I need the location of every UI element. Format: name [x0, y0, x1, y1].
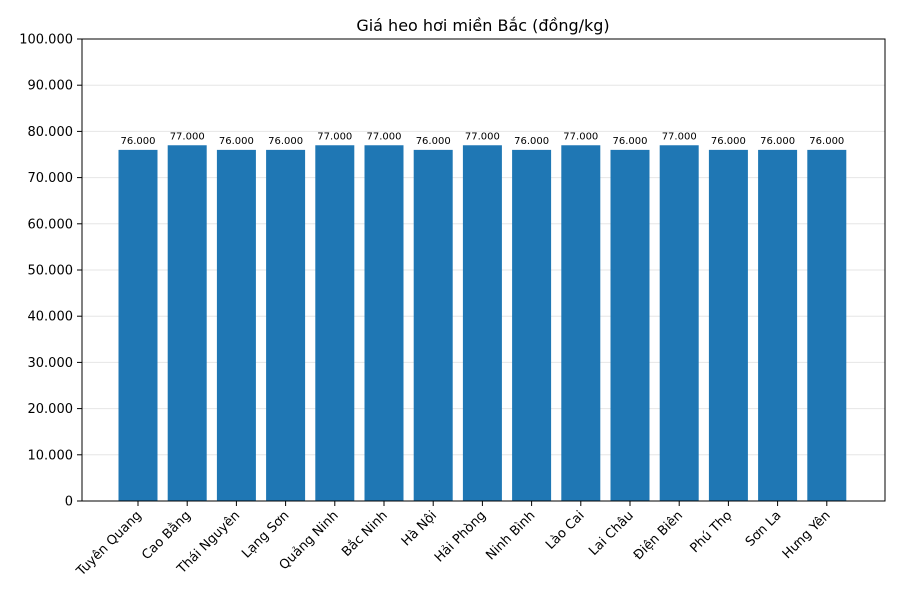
- bar: [610, 149, 650, 501]
- x-tick-label: Lai Châu: [586, 508, 637, 559]
- bar-value-label: 77.000: [317, 131, 352, 142]
- bar-value-label: 77.000: [563, 131, 598, 142]
- y-tick-label: 50.000: [28, 264, 74, 279]
- bar: [708, 149, 748, 501]
- bar: [561, 145, 601, 501]
- bar-value-label: 76.000: [514, 136, 549, 147]
- bar-value-label: 77.000: [662, 131, 697, 142]
- bar: [216, 149, 256, 501]
- x-tick-label: Phú Thọ: [687, 508, 735, 556]
- x-tick-label: Hà Nội: [399, 508, 440, 549]
- y-tick-label: 70.000: [28, 171, 74, 186]
- x-tick-label: Sơn La: [743, 508, 785, 550]
- bar-value-label: 77.000: [367, 131, 402, 142]
- plot-frame: [81, 38, 886, 502]
- y-tick-label: 100.000: [19, 33, 73, 48]
- y-tick-label: 10.000: [28, 448, 74, 463]
- bar-value-label: 76.000: [219, 136, 254, 147]
- bar-value-label: 77.000: [170, 131, 205, 142]
- bar: [315, 145, 355, 501]
- bar: [413, 149, 453, 501]
- x-tick-label: Lào Cai: [543, 508, 588, 553]
- bar: [462, 145, 502, 501]
- bar: [512, 149, 552, 501]
- bar-value-label: 76.000: [760, 136, 795, 147]
- x-tick-label: Hưng Yên: [780, 508, 834, 562]
- x-tick-label: Điện Biên: [631, 508, 686, 563]
- y-tick-label: 20.000: [28, 402, 74, 417]
- bars: [118, 145, 847, 501]
- bar-value-label: 76.000: [268, 136, 303, 147]
- y-tick-label: 80.000: [28, 125, 74, 140]
- data-labels: 76.000 77.000 76.000 76.000 77.000 77.000 76.0…: [121, 131, 845, 147]
- bar-value-label: 76.000: [121, 136, 156, 147]
- bar-value-label: 77.000: [465, 131, 500, 142]
- x-tick-label: Bắc Ninh: [339, 508, 391, 560]
- x-tick-label: Ninh Bình: [483, 508, 538, 563]
- y-tick-label: 40.000: [28, 310, 74, 325]
- bar-value-label: 76.000: [613, 136, 648, 147]
- chart-title: Giá heo hơi miền Bắc (đồng/kg): [356, 16, 609, 35]
- y-tick-label: 60.000: [28, 217, 74, 232]
- bar: [118, 149, 158, 501]
- bar: [659, 145, 699, 501]
- bar: [167, 145, 207, 501]
- bar-value-label: 76.000: [809, 136, 844, 147]
- bar-value-label: 76.000: [416, 136, 451, 147]
- bar: [364, 145, 404, 501]
- bar: [266, 149, 306, 501]
- x-tick-label: Tuyên Quang: [73, 508, 145, 580]
- bar-value-label: 76.000: [711, 136, 746, 147]
- y-axis: 0 10.000 20.000 30.000 40.000 50.000 60.000 70.…: [19, 33, 82, 510]
- y-tick-label: 30.000: [28, 356, 74, 371]
- x-tick-label: Hải Phòng: [432, 508, 489, 565]
- y-tick-label: 0: [65, 495, 73, 510]
- bar: [807, 149, 847, 501]
- bar: [758, 149, 798, 501]
- y-tick-label: 90.000: [28, 79, 74, 94]
